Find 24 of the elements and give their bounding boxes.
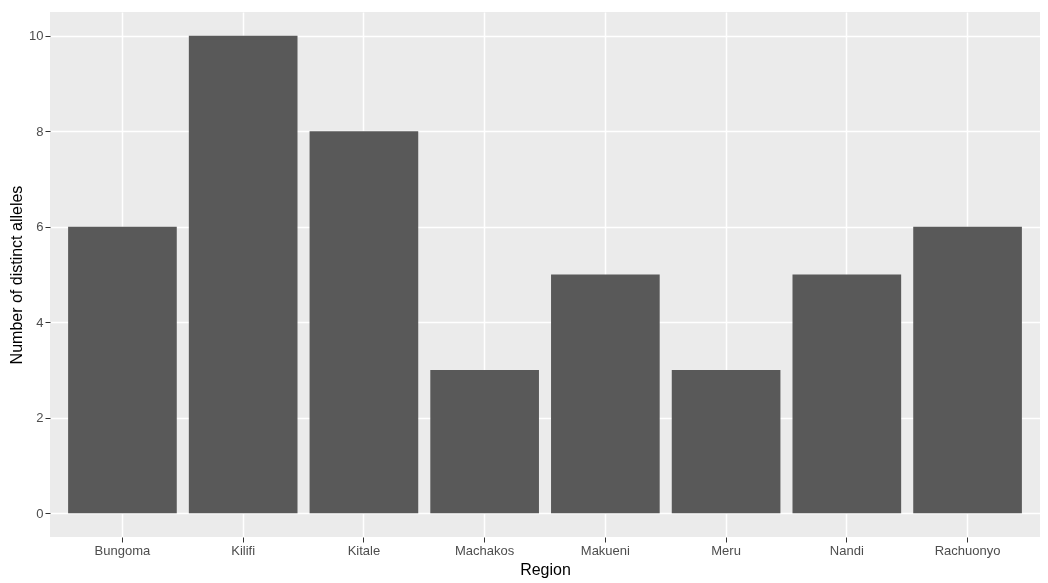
x-tick-label: Meru bbox=[711, 542, 741, 558]
x-tick-label: Kilifi bbox=[231, 542, 256, 558]
x-tick-label: Bungoma bbox=[94, 542, 152, 558]
y-tick-label: 2 bbox=[36, 410, 44, 426]
bar bbox=[913, 226, 1022, 514]
bar bbox=[551, 274, 660, 514]
y-tick-label: 0 bbox=[36, 505, 44, 521]
x-tick-label: Rachuonyo bbox=[934, 542, 1001, 558]
y-tick-label: 4 bbox=[36, 314, 44, 330]
x-tick-label: Machakos bbox=[455, 542, 515, 558]
bar bbox=[430, 369, 539, 514]
x-tick-label: Kitale bbox=[347, 542, 381, 558]
x-tick-label: Makueni bbox=[580, 542, 631, 558]
bar bbox=[792, 274, 902, 514]
x-axis-title: Region bbox=[520, 560, 571, 578]
x-tick-label: Nandi bbox=[829, 542, 864, 558]
bar bbox=[68, 226, 177, 514]
y-tick-label: 8 bbox=[36, 123, 44, 139]
y-tick-label: 6 bbox=[36, 219, 44, 235]
bar bbox=[671, 369, 781, 514]
bar bbox=[188, 35, 298, 514]
y-tick-label: 10 bbox=[29, 28, 44, 44]
y-axis-title: Number of distinct alleles bbox=[8, 185, 26, 365]
bar bbox=[309, 131, 419, 514]
